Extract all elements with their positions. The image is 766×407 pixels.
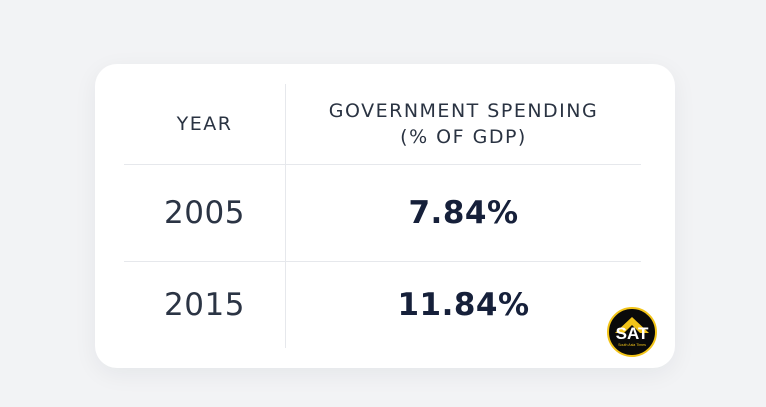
logo-text: SAT [616, 324, 649, 343]
header-spending-unit: (% OF GDP) [400, 126, 527, 148]
spending-table: YEAR GOVERNMENT SPENDING (% OF GDP) 2005… [124, 84, 641, 348]
header-year-label: YEAR [176, 113, 233, 135]
table-row-value: 11.84% [286, 262, 641, 348]
header-cell-year: YEAR [124, 84, 285, 164]
year-value: 2005 [164, 195, 245, 231]
year-value: 2015 [164, 287, 245, 323]
table-row-year: 2005 [124, 165, 285, 261]
table-row-year: 2015 [124, 262, 285, 348]
row-divider [124, 261, 641, 262]
column-divider [285, 84, 286, 348]
sat-logo-icon: SAT South Asia Times [607, 307, 657, 357]
table-row-value: 7.84% [286, 165, 641, 261]
header-spending-label: GOVERNMENT SPENDING [328, 100, 599, 122]
data-card: YEAR GOVERNMENT SPENDING (% OF GDP) 2005… [95, 64, 675, 368]
logo-subtext: South Asia Times [618, 343, 646, 347]
header-cell-spending: GOVERNMENT SPENDING (% OF GDP) [286, 84, 641, 164]
row-divider [124, 164, 641, 165]
spending-value: 11.84% [397, 287, 530, 323]
spending-value: 7.84% [408, 195, 519, 231]
